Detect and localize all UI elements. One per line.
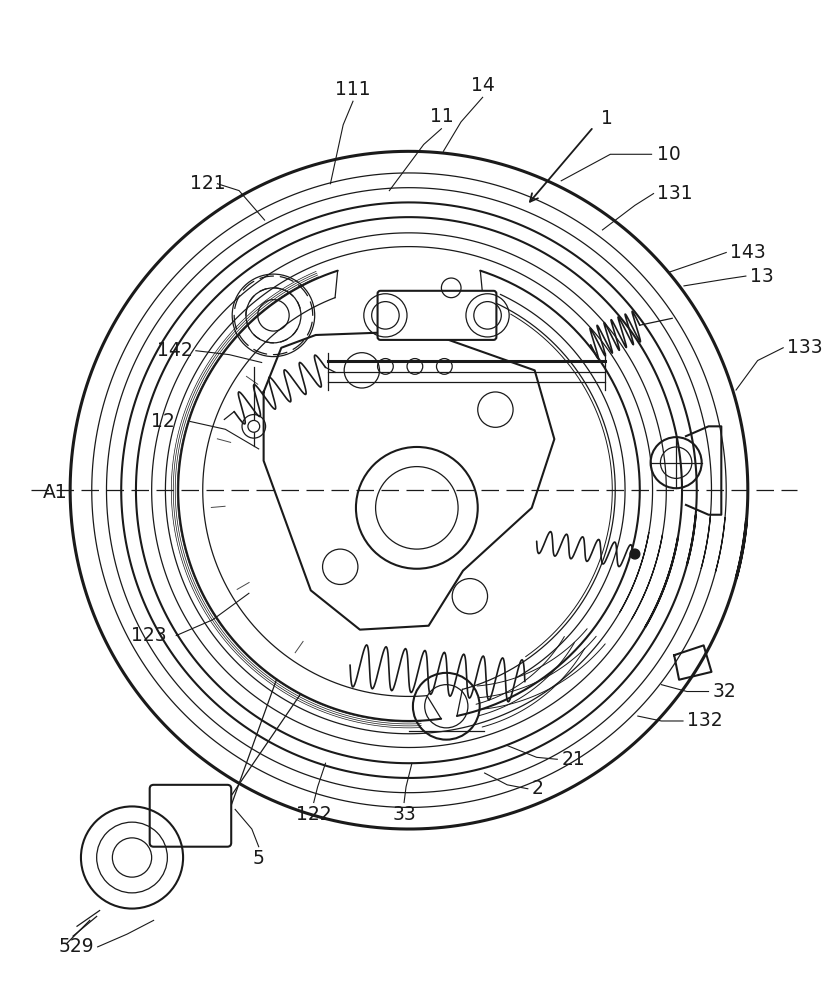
Text: 131: 131 [657, 184, 692, 203]
Text: 12: 12 [151, 412, 174, 431]
Text: 21: 21 [561, 750, 584, 769]
Text: 123: 123 [131, 626, 166, 645]
Text: 11: 11 [429, 107, 452, 126]
FancyBboxPatch shape [150, 785, 231, 847]
Text: 14: 14 [470, 76, 494, 95]
Text: 529: 529 [58, 937, 94, 956]
Text: 1: 1 [600, 109, 612, 128]
Circle shape [629, 549, 639, 559]
Text: 143: 143 [729, 243, 765, 262]
Text: 32: 32 [711, 682, 735, 701]
Text: 5: 5 [252, 849, 265, 868]
Text: 10: 10 [657, 145, 681, 164]
Text: 13: 13 [749, 267, 772, 286]
Text: 121: 121 [189, 174, 225, 193]
Text: 132: 132 [686, 711, 722, 730]
Text: 33: 33 [392, 805, 415, 824]
Text: 122: 122 [295, 805, 331, 824]
FancyBboxPatch shape [377, 291, 496, 340]
Circle shape [247, 420, 260, 432]
Text: A1: A1 [42, 483, 67, 502]
Text: 2: 2 [531, 779, 543, 798]
Text: 133: 133 [786, 338, 822, 357]
Text: 142: 142 [156, 341, 192, 360]
Text: 111: 111 [335, 80, 370, 99]
